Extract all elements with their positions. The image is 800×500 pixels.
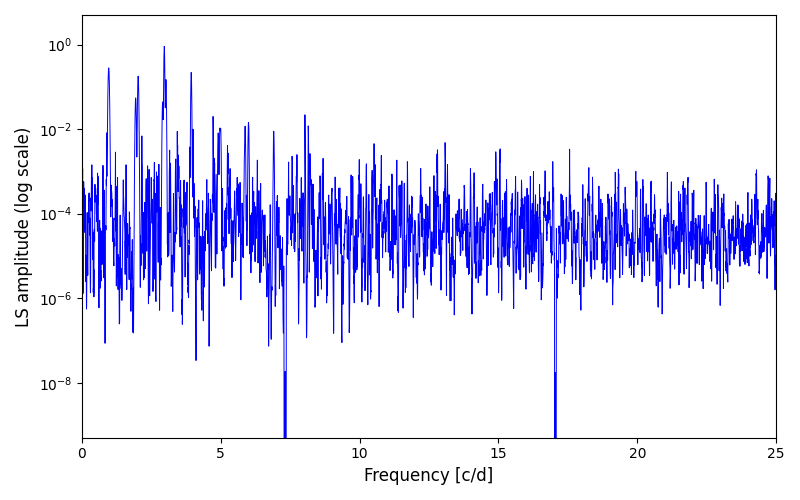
X-axis label: Frequency [c/d]: Frequency [c/d] <box>364 467 494 485</box>
Y-axis label: LS amplitude (log scale): LS amplitude (log scale) <box>15 126 33 326</box>
